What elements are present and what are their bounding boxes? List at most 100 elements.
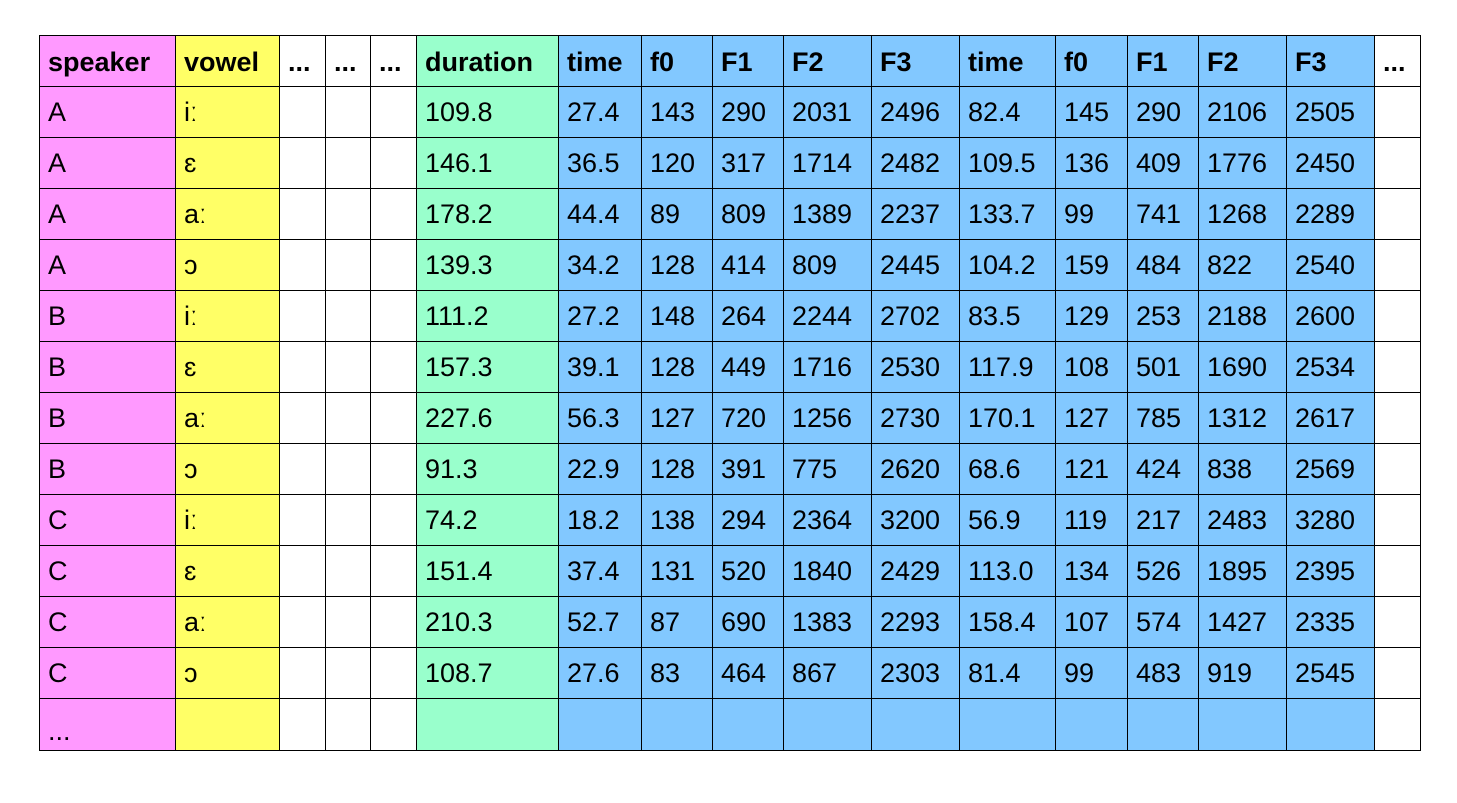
cell-f1: 483 [1127, 647, 1199, 699]
cell-time [959, 698, 1056, 751]
cell-f2: 2188 [1198, 290, 1287, 342]
cell-blank [370, 545, 417, 597]
cell-blank [279, 290, 326, 342]
cell-blank [279, 443, 326, 495]
cell-f2: 822 [1198, 239, 1287, 291]
cell-f0: 148 [641, 290, 713, 342]
cell-time: 68.6 [959, 443, 1056, 495]
cell-time: 117.9 [959, 341, 1056, 393]
cell-f2 [783, 698, 872, 751]
header-f0: f0 [1055, 35, 1128, 87]
cell-time: 56.3 [558, 392, 642, 444]
cell-duration: 151.4 [416, 545, 559, 597]
cell-f2: 2106 [1198, 86, 1287, 138]
cell-f0: 108 [1055, 341, 1128, 393]
cell-f2: 1840 [783, 545, 872, 597]
cell-vowel: iː [175, 86, 280, 138]
cell-blank [370, 86, 417, 138]
cell-blank [370, 392, 417, 444]
cell-vowel: ɛ [175, 545, 280, 597]
header-ellipsis: ... [1374, 35, 1421, 87]
cell-f1: 574 [1127, 596, 1199, 648]
cell-f0: 131 [641, 545, 713, 597]
cell-f3: 3200 [871, 494, 960, 546]
cell-f3: 2482 [871, 137, 960, 189]
cell-blank [1374, 596, 1421, 648]
cell-f2: 1383 [783, 596, 872, 648]
cell-f3: 2505 [1286, 86, 1375, 138]
cell-time: 52.7 [558, 596, 642, 648]
cell-f0: 120 [641, 137, 713, 189]
cell-f1: 526 [1127, 545, 1199, 597]
cell-f2 [1198, 698, 1287, 751]
cell-blank [325, 647, 371, 699]
cell-time: 133.7 [959, 188, 1056, 240]
cell-duration: 227.6 [416, 392, 559, 444]
cell-f3: 2335 [1286, 596, 1375, 648]
cell-f3: 2569 [1286, 443, 1375, 495]
cell-blank [1374, 545, 1421, 597]
cell-f1: 690 [712, 596, 784, 648]
cell-blank [325, 290, 371, 342]
cell-blank [325, 698, 371, 751]
cell-blank [279, 188, 326, 240]
cell-vowel: ɛ [175, 341, 280, 393]
cell-f3 [1286, 698, 1375, 751]
cell-blank [1374, 392, 1421, 444]
cell-duration: 111.2 [416, 290, 559, 342]
cell-f2: 1389 [783, 188, 872, 240]
cell-f0: 129 [1055, 290, 1128, 342]
cell-f2: 919 [1198, 647, 1287, 699]
header-row: speaker vowel ... ... ... duration time … [39, 35, 1421, 87]
cell-duration: 210.3 [416, 596, 559, 648]
cell-f0: 159 [1055, 239, 1128, 291]
cell-f1: 449 [712, 341, 784, 393]
cell-blank [279, 494, 326, 546]
cell-vowel: aː [175, 596, 280, 648]
cell-time: 158.4 [959, 596, 1056, 648]
cell-f2: 809 [783, 239, 872, 291]
cell-blank [279, 596, 326, 648]
header-f0: f0 [641, 35, 713, 87]
cell-f3: 2545 [1286, 647, 1375, 699]
header-f1: F1 [1127, 35, 1199, 87]
acoustic-measurements-table: speaker vowel ... ... ... duration time … [39, 35, 1421, 751]
cell-blank [325, 596, 371, 648]
cell-f2: 1256 [783, 392, 872, 444]
cell-blank [279, 392, 326, 444]
cell-time: 27.2 [558, 290, 642, 342]
cell-f1: 484 [1127, 239, 1199, 291]
cell-blank [325, 239, 371, 291]
cell-f0: 83 [641, 647, 713, 699]
cell-speaker: B [39, 392, 176, 444]
cell-f1: 253 [1127, 290, 1199, 342]
cell-f3: 2730 [871, 392, 960, 444]
cell-blank [279, 86, 326, 138]
cell-duration: 108.7 [416, 647, 559, 699]
cell-f0: 136 [1055, 137, 1128, 189]
cell-f0: 107 [1055, 596, 1128, 648]
cell-speaker: A [39, 86, 176, 138]
cell-f2: 1312 [1198, 392, 1287, 444]
cell-blank [370, 137, 417, 189]
header-speaker: speaker [39, 35, 176, 87]
cell-time: 109.5 [959, 137, 1056, 189]
cell-f3: 2702 [871, 290, 960, 342]
cell-blank [1374, 290, 1421, 342]
cell-blank [325, 188, 371, 240]
cell-time: 37.4 [558, 545, 642, 597]
cell-time: 34.2 [558, 239, 642, 291]
cell-time: 27.6 [558, 647, 642, 699]
cell-vowel: aː [175, 392, 280, 444]
cell-blank [370, 698, 417, 751]
cell-time: 170.1 [959, 392, 1056, 444]
